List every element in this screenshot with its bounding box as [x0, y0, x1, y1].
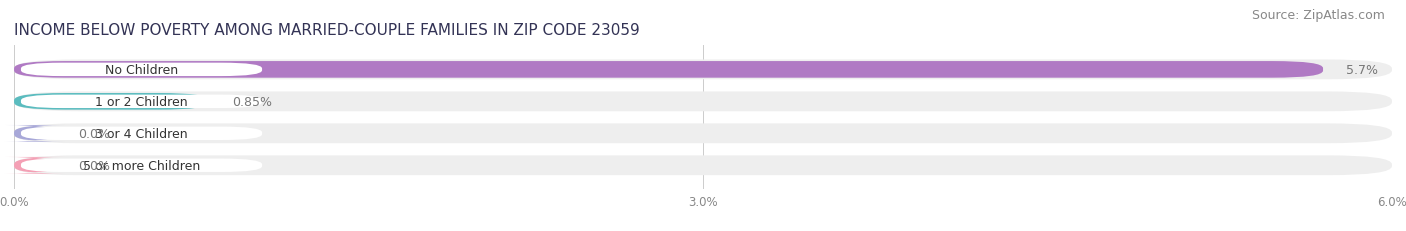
Text: 0.0%: 0.0%	[79, 127, 110, 140]
Text: 1 or 2 Children: 1 or 2 Children	[96, 95, 188, 108]
FancyBboxPatch shape	[4, 125, 65, 142]
FancyBboxPatch shape	[21, 63, 262, 77]
Text: No Children: No Children	[105, 64, 179, 76]
Text: 3 or 4 Children: 3 or 4 Children	[96, 127, 188, 140]
FancyBboxPatch shape	[14, 124, 1392, 144]
Text: 5.7%: 5.7%	[1346, 64, 1378, 76]
Text: 0.0%: 0.0%	[79, 159, 110, 172]
FancyBboxPatch shape	[14, 92, 1392, 112]
Text: Source: ZipAtlas.com: Source: ZipAtlas.com	[1251, 9, 1385, 22]
FancyBboxPatch shape	[21, 95, 262, 109]
FancyBboxPatch shape	[14, 62, 1323, 78]
FancyBboxPatch shape	[21, 127, 262, 140]
FancyBboxPatch shape	[14, 156, 1392, 175]
FancyBboxPatch shape	[21, 159, 262, 172]
Text: 5 or more Children: 5 or more Children	[83, 159, 200, 172]
Text: INCOME BELOW POVERTY AMONG MARRIED-COUPLE FAMILIES IN ZIP CODE 23059: INCOME BELOW POVERTY AMONG MARRIED-COUPL…	[14, 23, 640, 38]
FancyBboxPatch shape	[14, 94, 209, 110]
FancyBboxPatch shape	[4, 157, 65, 174]
FancyBboxPatch shape	[14, 60, 1392, 80]
Text: 0.85%: 0.85%	[232, 95, 273, 108]
